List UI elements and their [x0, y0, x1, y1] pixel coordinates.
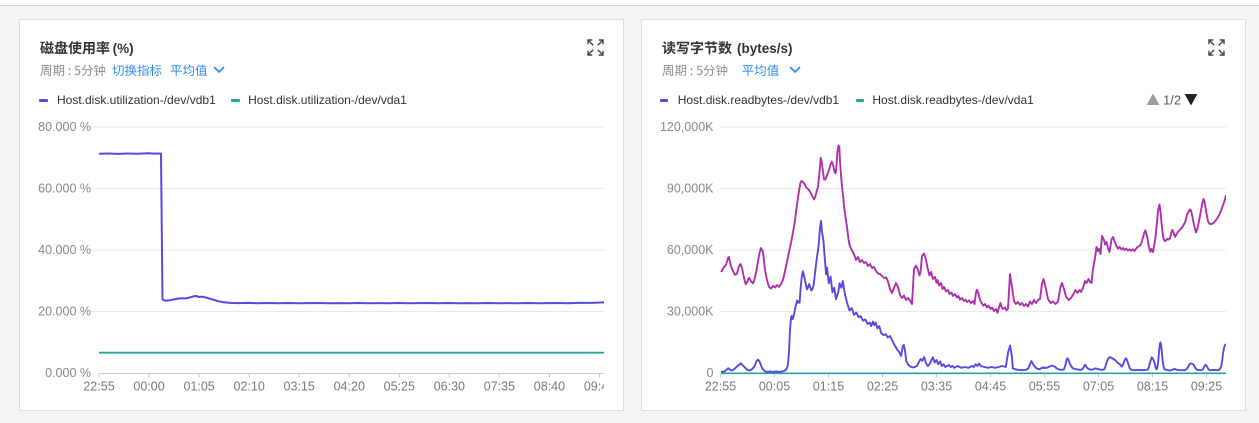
svg-text:00:00: 00:00 [133, 380, 164, 394]
svg-text:05:55: 05:55 [1029, 380, 1060, 394]
svg-text:20.000 %: 20.000 % [38, 305, 91, 319]
svg-text:08:40: 08:40 [534, 380, 565, 394]
svg-text:04:20: 04:20 [334, 380, 365, 394]
svg-text:0.000 %: 0.000 % [45, 366, 91, 380]
svg-text:30,000K: 30,000K [667, 305, 714, 319]
svg-text:90,000K: 90,000K [667, 182, 714, 196]
svg-text:07:35: 07:35 [484, 380, 515, 394]
svg-text:02:10: 02:10 [234, 380, 265, 394]
svg-text:60.000 %: 60.000 % [38, 182, 91, 196]
svg-text:03:35: 03:35 [921, 380, 952, 394]
svg-text:04:45: 04:45 [975, 380, 1006, 394]
svg-text:01:15: 01:15 [813, 380, 844, 394]
svg-text:01:05: 01:05 [183, 380, 214, 394]
svg-text:00:05: 00:05 [759, 380, 790, 394]
svg-text:1/2: 1/2 [1163, 93, 1181, 108]
svg-text:80.000 %: 80.000 % [38, 120, 91, 134]
svg-text:22:55: 22:55 [705, 380, 736, 394]
svg-text:03:15: 03:15 [284, 380, 315, 394]
svg-text:120,000K: 120,000K [660, 120, 714, 134]
svg-text:08:15: 08:15 [1137, 380, 1168, 394]
svg-text:05:25: 05:25 [384, 380, 415, 394]
svg-text:09:25: 09:25 [1191, 380, 1222, 394]
svg-text:60,000K: 60,000K [667, 243, 714, 257]
svg-text:02:25: 02:25 [867, 380, 898, 394]
svg-text:09:45: 09:45 [584, 380, 604, 394]
svg-text:06:30: 06:30 [434, 380, 465, 394]
svg-text:0: 0 [707, 366, 714, 380]
svg-text:40.000 %: 40.000 % [38, 243, 91, 257]
svg-text:07:05: 07:05 [1083, 380, 1114, 394]
svg-text:22:55: 22:55 [83, 380, 114, 394]
